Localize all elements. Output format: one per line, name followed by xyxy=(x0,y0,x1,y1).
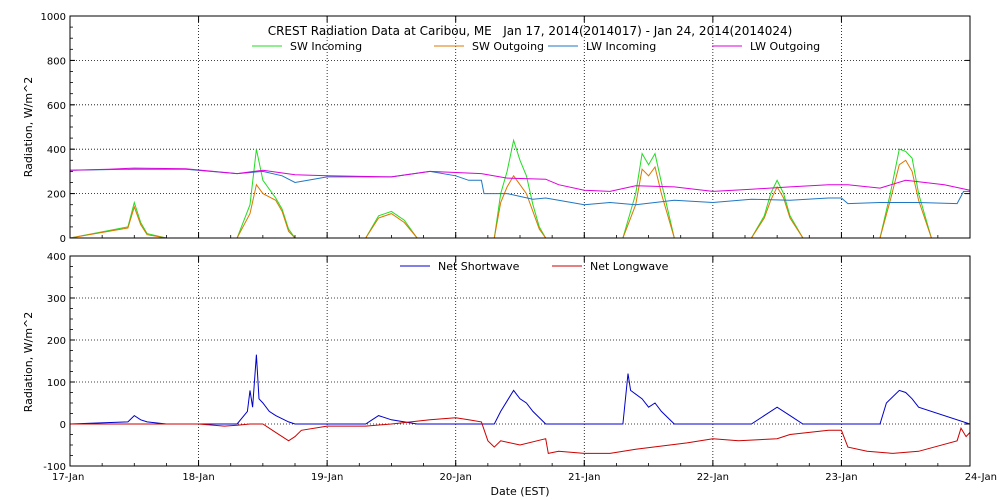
top-panel: 0 200 400 600 800 1000 CREST Radiation Data a… xyxy=(22,12,971,245)
top-series xyxy=(70,138,970,238)
bottom-y-axis-label: Radiation, W/m^2 xyxy=(22,312,35,413)
top-y-tick-label: 0 xyxy=(60,234,66,245)
legend-label-sw-incoming: SW Incoming xyxy=(290,40,362,53)
bottom-panel: -100 0 100 200 300 400 17-Jan 18-Jan 19-Jan 20-J… xyxy=(22,252,997,498)
x-tick-label: 20-Jan xyxy=(440,472,472,483)
bottom-series xyxy=(70,354,970,454)
bottom-y-tick-labels: -100 0 100 200 300 400 xyxy=(43,252,66,473)
top-y-tick-label: 400 xyxy=(47,145,66,156)
x-tick-label: 23-Jan xyxy=(825,472,857,483)
x-axis-label: Date (EST) xyxy=(490,485,549,498)
top-y-tick-label: 600 xyxy=(47,101,66,112)
legend-label-net-longwave: Net Longwave xyxy=(590,260,669,273)
legend-label-lw-incoming: LW Incoming xyxy=(586,40,656,53)
bottom-x-ticks: 17-Jan 18-Jan 19-Jan 20-Jan 21-Jan 22-Jan 23-J… xyxy=(52,256,997,483)
top-y-tick-label: 800 xyxy=(47,56,66,67)
bottom-y-tick-label: 0 xyxy=(60,420,66,431)
bottom-y-tick-label: 400 xyxy=(47,252,66,263)
legend-label-net-shortwave: Net Shortwave xyxy=(438,260,520,273)
top-legend: SW Incoming SW Outgoing LW Incoming LW Outg… xyxy=(252,40,820,53)
top-y-tick-labels: 0 200 400 600 800 1000 xyxy=(41,12,66,245)
x-tick-label: 21-Jan xyxy=(568,472,600,483)
x-tick-label: 24-Jan xyxy=(965,472,997,483)
top-grid xyxy=(70,15,970,239)
x-tick-label: 18-Jan xyxy=(182,472,214,483)
bottom-series-net-shortwave xyxy=(70,354,970,425)
top-series-sw-outgoing xyxy=(70,159,970,238)
top-series-lw-outgoing xyxy=(70,167,970,192)
legend-label-sw-outgoing: SW Outgoing xyxy=(472,40,544,53)
top-chart-title: CREST Radiation Data at Caribou, ME Jan … xyxy=(268,24,793,38)
top-x-ticks xyxy=(69,16,971,238)
top-series-lw-incoming xyxy=(70,168,970,206)
legend-label-lw-outgoing: LW Outgoing xyxy=(750,40,820,53)
top-y-axis-label: Radiation, W/m^2 xyxy=(22,77,35,178)
top-y-tick-label: 200 xyxy=(47,190,66,201)
bottom-y-tick-label: -100 xyxy=(43,462,66,473)
bottom-y-tick-label: 100 xyxy=(47,378,66,389)
top-y-tick-label: 1000 xyxy=(41,12,66,23)
x-tick-label: 17-Jan xyxy=(52,472,84,483)
bottom-legend: Net Shortwave Net Longwave xyxy=(400,260,669,273)
bottom-y-tick-label: 200 xyxy=(47,336,66,347)
x-tick-label: 19-Jan xyxy=(311,472,343,483)
bottom-y-tick-label: 300 xyxy=(47,294,66,305)
bottom-series-net-longwave xyxy=(70,417,970,454)
x-tick-label: 22-Jan xyxy=(697,472,729,483)
